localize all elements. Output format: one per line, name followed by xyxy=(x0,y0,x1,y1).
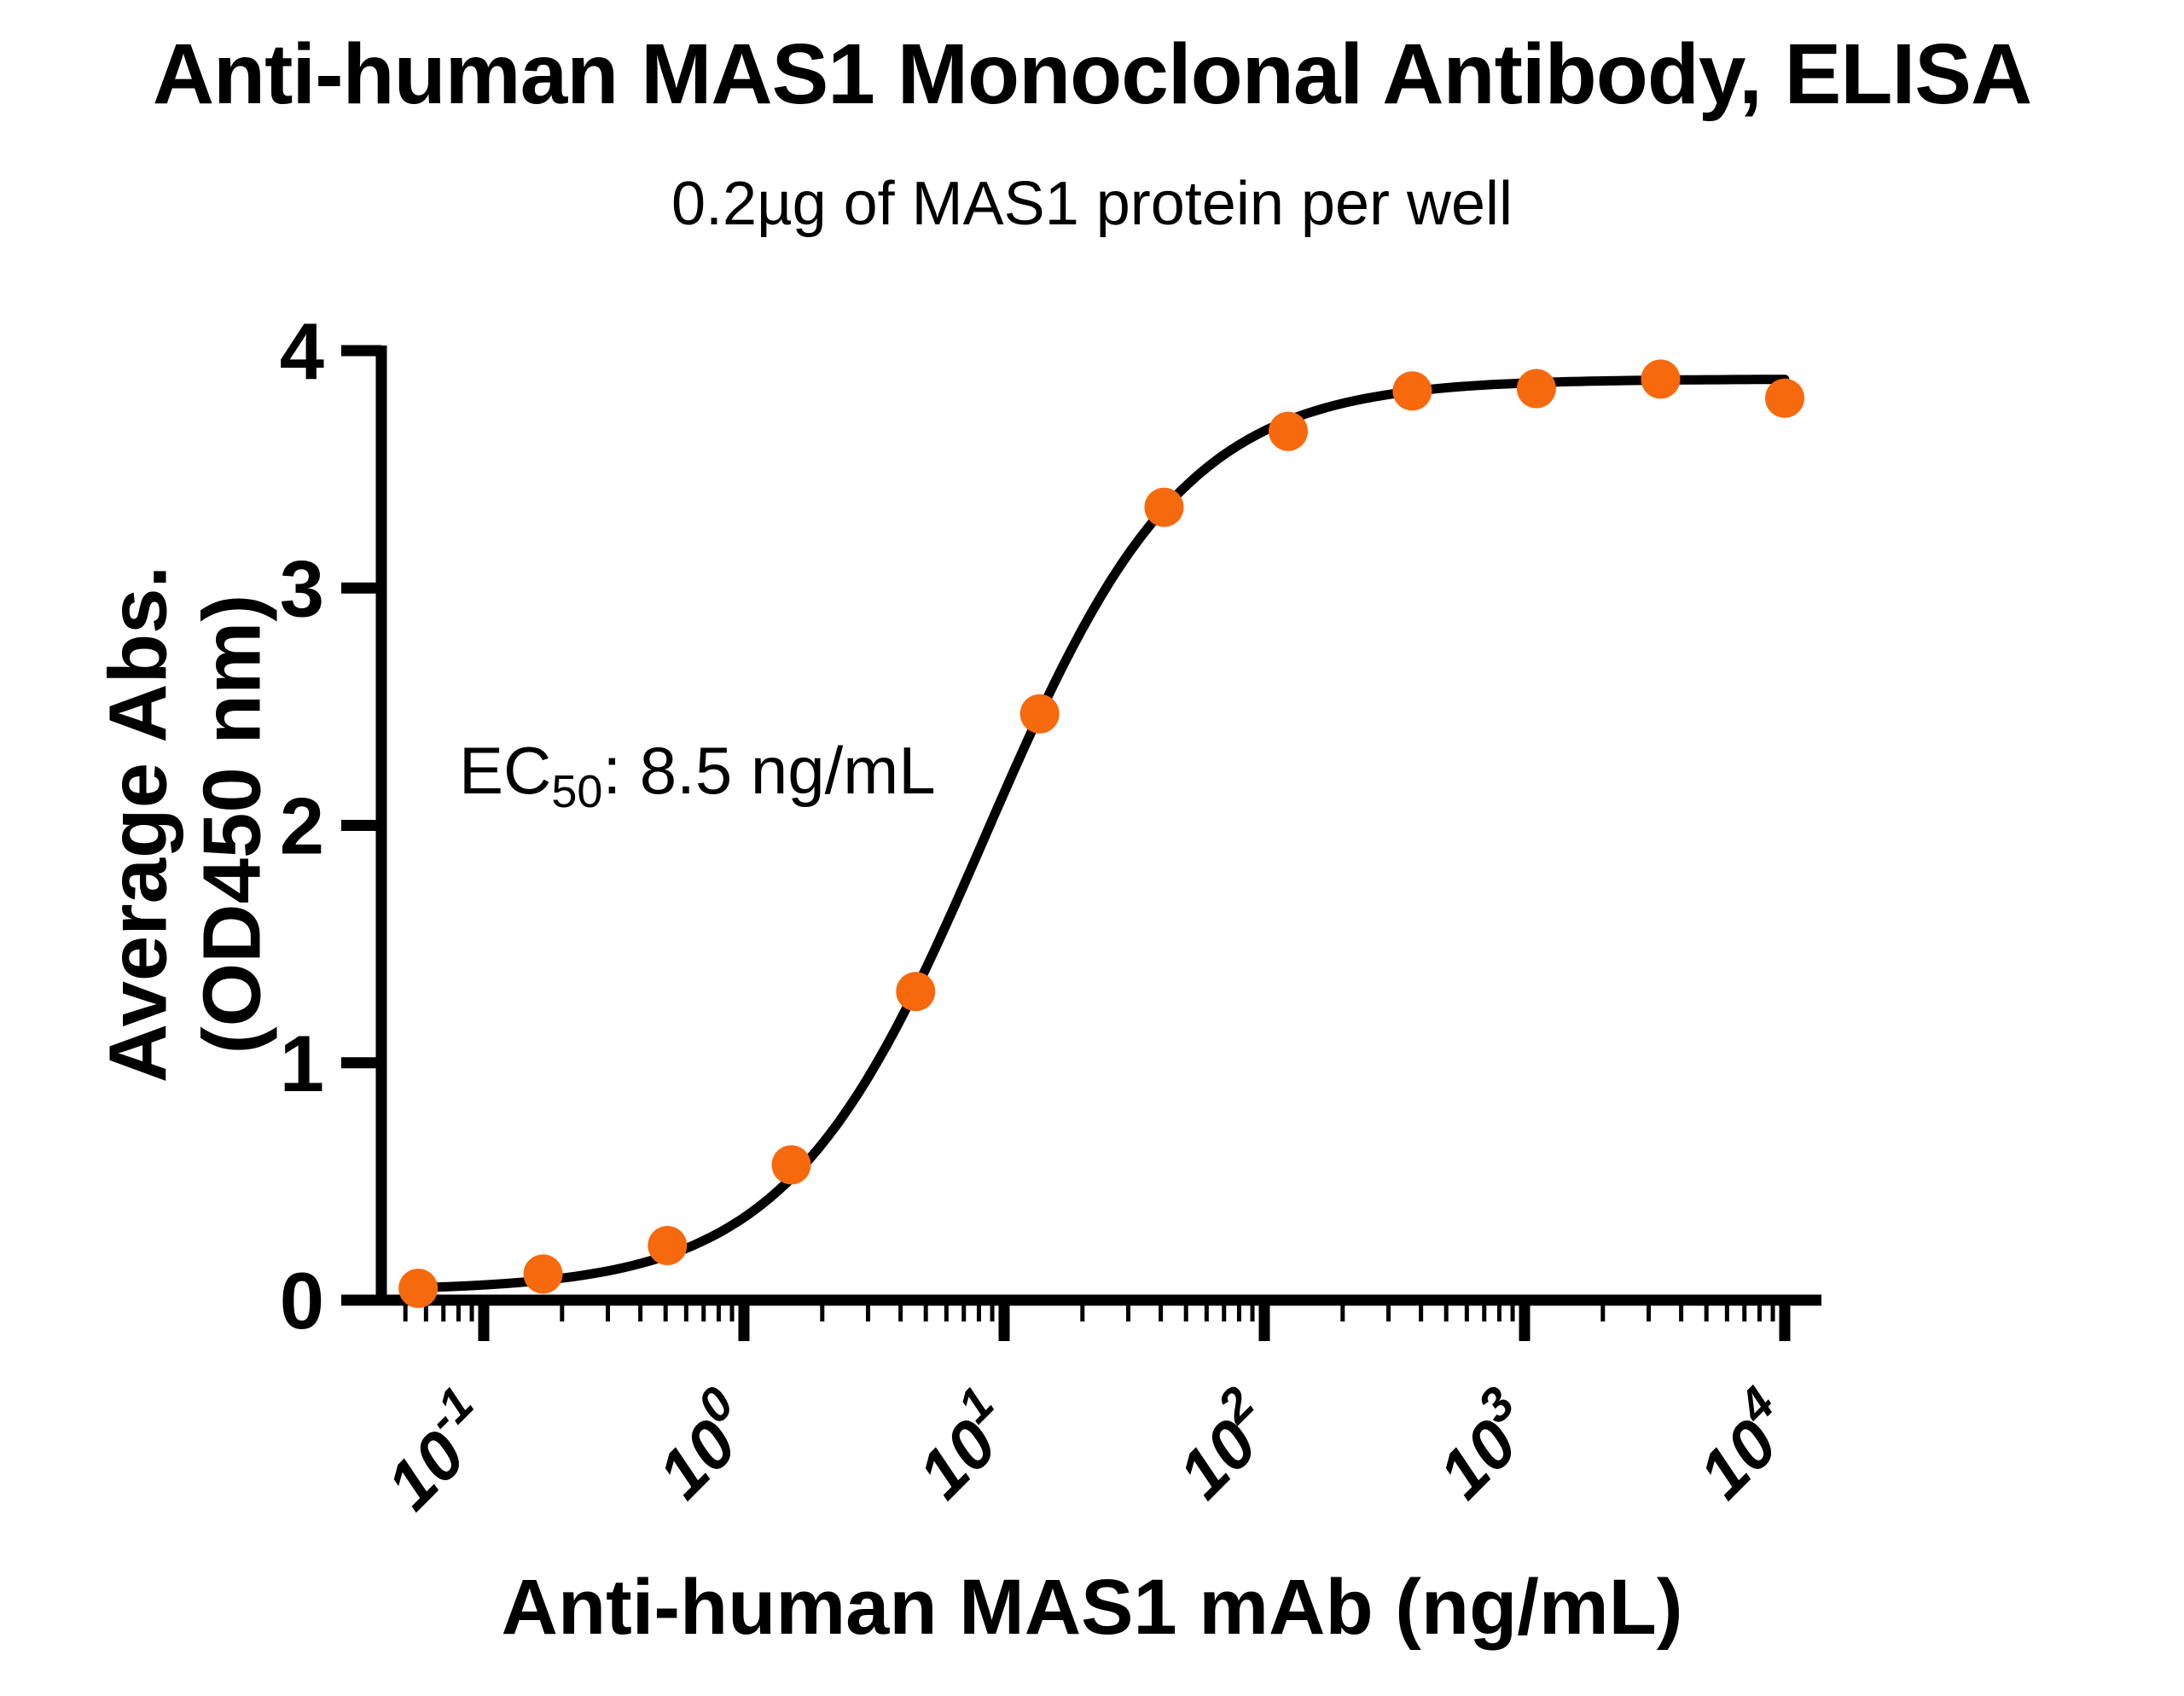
x-tick-label: 100 xyxy=(633,1376,770,1513)
x-axis-tick-labels: 10-1 100 101 102 103 104 xyxy=(362,1376,1810,1524)
y-axis-ticks xyxy=(341,345,381,1306)
chart-subtitle: 0.2µg of MAS1 protein per well xyxy=(671,170,1513,238)
data-point xyxy=(1765,378,1804,418)
y-tick-label: 3 xyxy=(280,543,324,633)
y-axis-tick-labels: 0 1 2 3 4 xyxy=(280,306,324,1345)
data-point xyxy=(523,1254,563,1294)
data-point xyxy=(398,1269,439,1309)
data-points xyxy=(398,359,1804,1309)
fit-curve xyxy=(413,375,1790,1292)
data-point xyxy=(896,972,936,1012)
y-tick-label: 2 xyxy=(280,781,324,871)
ec50-annotation-base: EC xyxy=(459,733,552,808)
data-point xyxy=(1269,411,1308,451)
y-tick-label: 0 xyxy=(280,1256,324,1345)
x-tick-label: 103 xyxy=(1414,1376,1550,1513)
x-tick-label: 104 xyxy=(1674,1376,1810,1513)
data-point xyxy=(1019,694,1060,734)
x-axis-title: Anti-human MAS1 mAb (ng/mL) xyxy=(501,1564,1683,1651)
ec50-annotation-value: : 8.5 ng/mL xyxy=(602,733,936,808)
data-point xyxy=(648,1226,688,1265)
data-point xyxy=(1392,371,1432,411)
x-tick-label: 10-1 xyxy=(362,1376,509,1524)
axes xyxy=(341,346,1821,1306)
ec50-annotation: EC50: 8.5 ng/mL xyxy=(459,732,936,818)
data-point xyxy=(1144,487,1184,527)
x-tick-label: 101 xyxy=(893,1376,1030,1513)
data-point xyxy=(771,1145,811,1185)
x-tick-label: 102 xyxy=(1153,1376,1290,1513)
data-point xyxy=(1641,359,1681,399)
x-axis-ticks xyxy=(478,1300,1791,1341)
chart-title: Anti-human MAS1 Monoclonal Antibody, ELI… xyxy=(152,26,2032,122)
ec50-annotation-subscript: 50 xyxy=(551,766,603,817)
y-tick-label: 4 xyxy=(280,306,324,396)
y-tick-label: 1 xyxy=(280,1019,324,1108)
x-axis-minor-ticks xyxy=(403,1300,1775,1321)
data-point xyxy=(1516,369,1556,409)
